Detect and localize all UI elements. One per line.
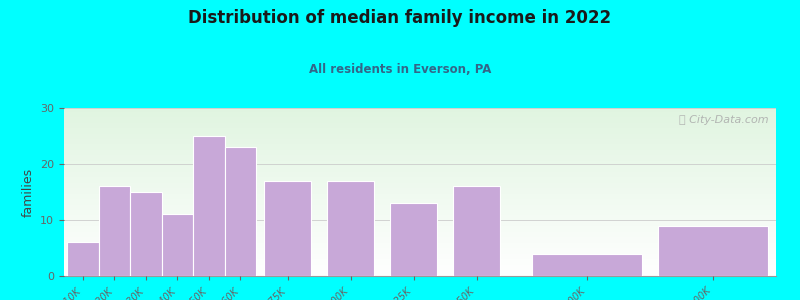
Text: ⓘ City-Data.com: ⓘ City-Data.com <box>679 115 769 125</box>
Bar <box>327 181 374 276</box>
Bar <box>98 186 130 276</box>
Bar <box>658 226 768 276</box>
Bar <box>67 242 98 276</box>
Bar <box>453 186 500 276</box>
Text: Distribution of median family income in 2022: Distribution of median family income in … <box>189 9 611 27</box>
Bar <box>532 254 642 276</box>
Bar <box>390 203 438 276</box>
Y-axis label: families: families <box>22 167 34 217</box>
Bar <box>264 181 311 276</box>
Text: All residents in Everson, PA: All residents in Everson, PA <box>309 63 491 76</box>
Bar <box>130 192 162 276</box>
Bar <box>225 147 256 276</box>
Bar <box>193 136 225 276</box>
Bar <box>162 214 193 276</box>
